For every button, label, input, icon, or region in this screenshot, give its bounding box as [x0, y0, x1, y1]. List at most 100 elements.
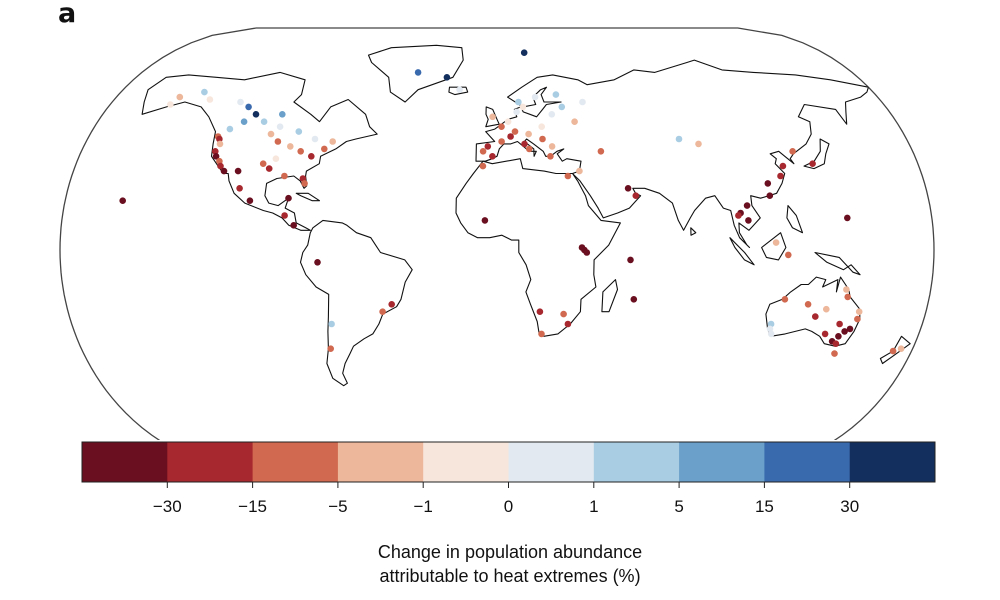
site-marker	[443, 74, 451, 81]
colorbar-tick-label: −5	[328, 497, 347, 516]
site-marker	[844, 293, 851, 301]
site-marker	[897, 345, 905, 353]
site-marker	[328, 320, 335, 328]
colorbar-tick-label: 1	[589, 497, 598, 516]
site-marker	[272, 155, 280, 162]
coastline-madagascar	[601, 279, 619, 313]
site-marker	[226, 125, 234, 133]
site-marker	[240, 118, 248, 125]
site-marker	[119, 197, 126, 204]
site-marker	[290, 222, 298, 229]
site-marker	[206, 96, 214, 103]
colorbar-bin	[337, 442, 424, 482]
coastlines	[141, 44, 911, 387]
site-marker	[632, 192, 640, 199]
site-marker	[513, 108, 520, 116]
site-marker	[301, 180, 308, 187]
site-marker	[236, 185, 243, 192]
coastline-philippines	[786, 205, 804, 234]
site-marker	[456, 86, 463, 93]
site-marker	[841, 328, 848, 335]
site-marker	[627, 256, 634, 264]
coastline-new-guinea	[814, 251, 861, 276]
site-marker	[675, 135, 683, 143]
site-marker	[379, 308, 386, 316]
site-marker	[536, 308, 544, 316]
site-marker	[812, 313, 819, 320]
site-marker	[821, 330, 829, 338]
colorbar-tick-label: −1	[414, 497, 433, 516]
site-marker	[785, 251, 792, 259]
site-marker	[489, 113, 496, 121]
site-marker	[276, 123, 284, 130]
site-marker	[498, 138, 505, 145]
site-marker	[767, 330, 775, 338]
site-marker	[489, 153, 496, 160]
site-marker	[311, 135, 319, 143]
site-marker	[519, 103, 527, 111]
colorbar: −30 −15 −5 −1 0 1 5 15 30	[81, 441, 936, 516]
site-marker	[414, 69, 422, 76]
site-marker	[329, 138, 337, 145]
site-marker	[889, 347, 897, 355]
site-marker	[539, 135, 546, 143]
site-marker	[212, 153, 220, 160]
colorbar-title: Change in population abundance attributa…	[0, 540, 1000, 588]
site-marker	[525, 145, 533, 153]
site-marker	[484, 143, 492, 150]
site-marker	[216, 140, 224, 148]
colorbar-title-line2: attributable to heat extremes (%)	[379, 566, 641, 586]
colorbar-tick-label: 5	[674, 497, 683, 516]
site-marker	[855, 308, 863, 316]
site-marker	[520, 49, 528, 56]
site-marker	[176, 93, 184, 101]
site-marker	[844, 214, 851, 222]
site-marker	[388, 301, 396, 308]
site-marker	[265, 165, 273, 172]
site-marker	[854, 315, 861, 323]
site-marker	[297, 148, 305, 155]
site-marker	[531, 93, 539, 101]
site-marker	[781, 296, 789, 303]
coastline-north-america	[141, 71, 378, 231]
site-marker	[745, 217, 752, 224]
site-markers	[119, 49, 905, 357]
colorbar-bin	[252, 442, 339, 482]
coastline-japan	[803, 138, 830, 170]
site-marker	[766, 325, 774, 333]
site-marker	[281, 172, 288, 180]
site-marker	[578, 244, 586, 251]
site-marker	[789, 148, 796, 155]
site-marker	[597, 148, 605, 155]
site-marker	[260, 118, 268, 125]
site-marker	[511, 128, 519, 135]
site-marker	[777, 172, 784, 180]
coastline-south-america	[299, 219, 413, 387]
site-marker	[836, 320, 843, 328]
coastline-australia	[765, 276, 861, 347]
site-marker	[525, 130, 532, 138]
site-marker	[521, 140, 528, 148]
site-marker	[515, 98, 522, 106]
site-marker	[809, 160, 816, 167]
site-marker	[823, 305, 830, 313]
site-marker	[552, 91, 560, 98]
site-marker	[764, 180, 772, 187]
colorbar-tick-label: 0	[504, 497, 513, 516]
site-marker	[538, 330, 545, 338]
colorbar-tick-label: 15	[755, 497, 774, 516]
site-marker	[766, 192, 774, 199]
site-marker	[558, 103, 566, 111]
site-marker	[843, 286, 850, 293]
colorbar-tick-label: −15	[238, 497, 267, 516]
site-marker	[267, 130, 275, 138]
site-marker	[479, 162, 487, 170]
site-marker	[624, 185, 632, 192]
site-marker	[285, 194, 292, 202]
site-marker	[548, 143, 556, 150]
site-marker	[167, 101, 174, 108]
colorbar-tick-label: 30	[840, 497, 859, 516]
site-marker	[504, 118, 512, 125]
site-marker	[630, 296, 638, 303]
